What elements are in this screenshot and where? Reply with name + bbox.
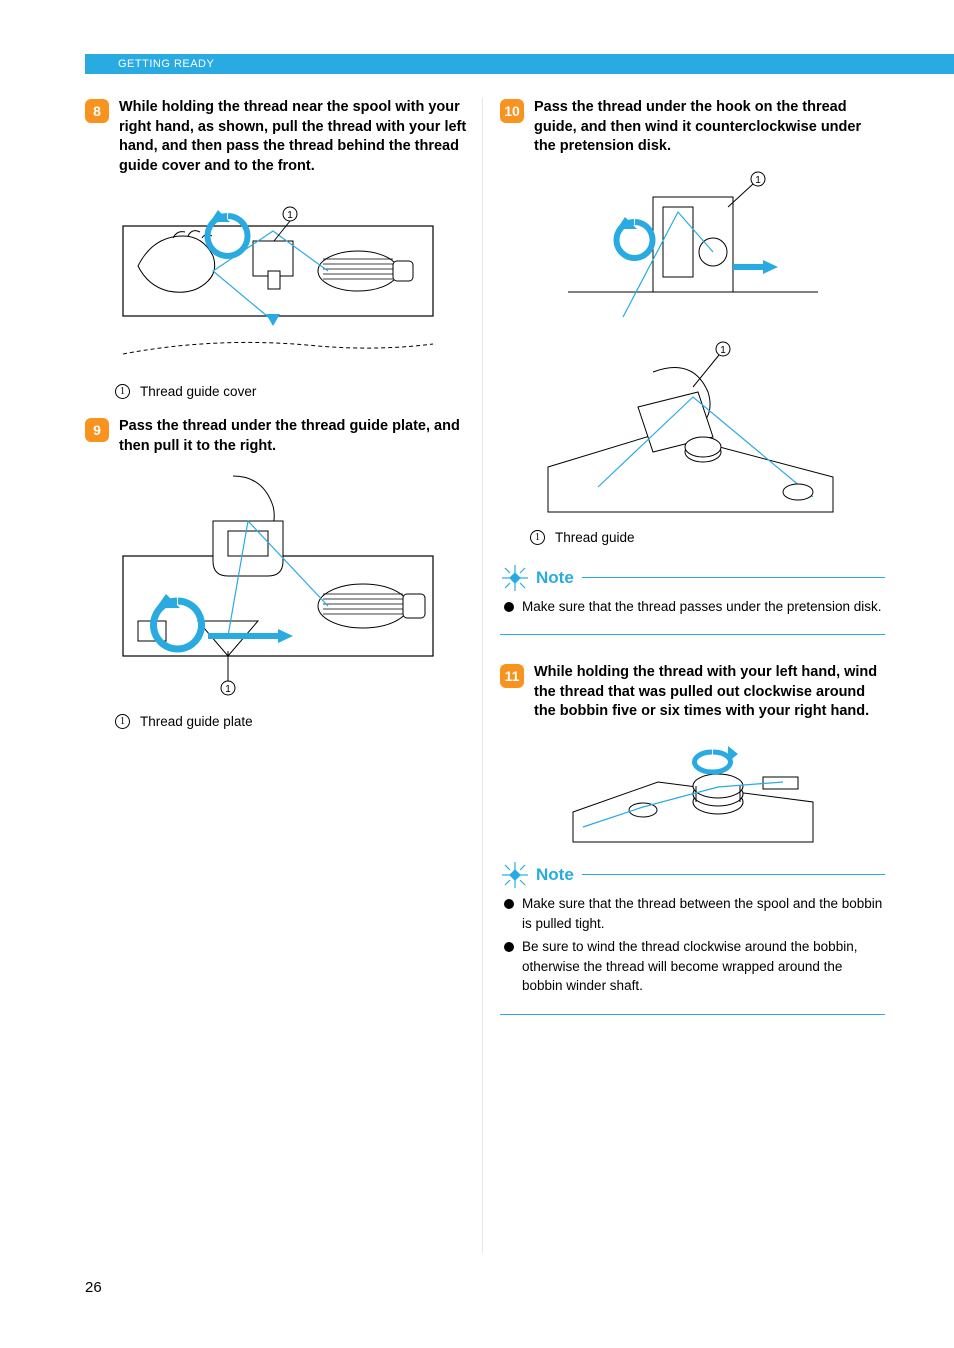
step-10: 10 Pass the thread under the hook on the… xyxy=(500,98,885,157)
page: GETTING READY 8 While holding the thread… xyxy=(0,0,954,1348)
step-8-badge: 8 xyxy=(85,99,109,123)
note-2: Note Make sure that the thread between t… xyxy=(500,860,885,1015)
callout-text: Thread guide plate xyxy=(140,714,253,729)
step-11: 11 While holding the thread with your le… xyxy=(500,663,885,722)
thread-guide-top-illustration: 1 xyxy=(563,167,823,327)
bobbin-winding-illustration xyxy=(568,732,818,852)
note-1: Note Make sure that the thread passes un… xyxy=(500,563,885,636)
note-burst-icon xyxy=(500,563,530,593)
note-1-header: Note xyxy=(500,563,885,593)
note-1-list: Make sure that the thread passes under t… xyxy=(500,593,885,629)
step-9-figure: 1 xyxy=(85,466,470,706)
header-bar: GETTING READY xyxy=(110,54,954,74)
step-9-callout: 1 Thread guide plate xyxy=(115,714,470,729)
thread-guide-perspective-illustration: 1 xyxy=(543,337,843,522)
note-2-header: Note xyxy=(500,860,885,890)
step-11-badge: 11 xyxy=(500,664,524,688)
svg-text:1: 1 xyxy=(287,210,293,221)
right-column: 10 Pass the thread under the hook on the… xyxy=(500,98,885,1025)
section-label: GETTING READY xyxy=(118,58,214,70)
step-9-text: Pass the thread under the thread guide p… xyxy=(119,417,470,456)
note-rule xyxy=(582,577,885,578)
thread-guide-cover-illustration: 1 xyxy=(118,186,438,376)
step-8-figure: 1 xyxy=(85,186,470,376)
svg-text:1: 1 xyxy=(225,684,231,695)
note-2-title: Note xyxy=(536,865,574,885)
columns: 8 While holding the thread near the spoo… xyxy=(85,98,899,1025)
note-item-text: Be sure to wind the thread clockwise aro… xyxy=(522,937,885,996)
note-item-text: Make sure that the thread between the sp… xyxy=(522,894,885,933)
step-10-figure-bottom: 1 xyxy=(500,337,885,522)
note-item: Be sure to wind the thread clockwise aro… xyxy=(504,937,885,996)
thread-guide-plate-illustration: 1 xyxy=(118,466,438,706)
page-number: 26 xyxy=(85,1279,102,1296)
callout-text: Thread guide cover xyxy=(140,384,256,399)
callout-marker: 1 xyxy=(115,714,130,729)
note-item: Make sure that the thread passes under t… xyxy=(504,597,885,617)
callout-marker: 1 xyxy=(115,384,130,399)
step-8: 8 While holding the thread near the spoo… xyxy=(85,98,470,176)
note-burst-icon xyxy=(500,860,530,890)
note-1-title: Note xyxy=(536,568,574,588)
step-8-text: While holding the thread near the spool … xyxy=(119,98,470,176)
step-10-badge: 10 xyxy=(500,99,524,123)
callout-text: Thread guide xyxy=(555,530,635,545)
callout-marker: 1 xyxy=(755,175,761,186)
step-11-text: While holding the thread with your left … xyxy=(534,663,885,722)
step-10-callout: 1 Thread guide xyxy=(530,530,885,545)
step-8-callout: 1 Thread guide cover xyxy=(115,384,470,399)
step-10-figure-top: 1 xyxy=(500,167,885,327)
note-rule-bottom xyxy=(500,1014,885,1015)
svg-text:1: 1 xyxy=(720,345,726,356)
step-9-badge: 9 xyxy=(85,418,109,442)
column-divider xyxy=(482,98,483,1253)
callout-marker: 1 xyxy=(530,530,545,545)
note-rule xyxy=(582,874,885,875)
header-bar-left xyxy=(85,54,110,74)
step-9: 9 Pass the thread under the thread guide… xyxy=(85,417,470,456)
step-11-figure xyxy=(500,732,885,852)
note-item: Make sure that the thread between the sp… xyxy=(504,894,885,933)
note-rule-bottom xyxy=(500,634,885,635)
left-column: 8 While holding the thread near the spoo… xyxy=(85,98,470,1025)
note-item-text: Make sure that the thread passes under t… xyxy=(522,597,881,617)
note-2-list: Make sure that the thread between the sp… xyxy=(500,890,885,1008)
step-10-text: Pass the thread under the hook on the th… xyxy=(534,98,885,157)
